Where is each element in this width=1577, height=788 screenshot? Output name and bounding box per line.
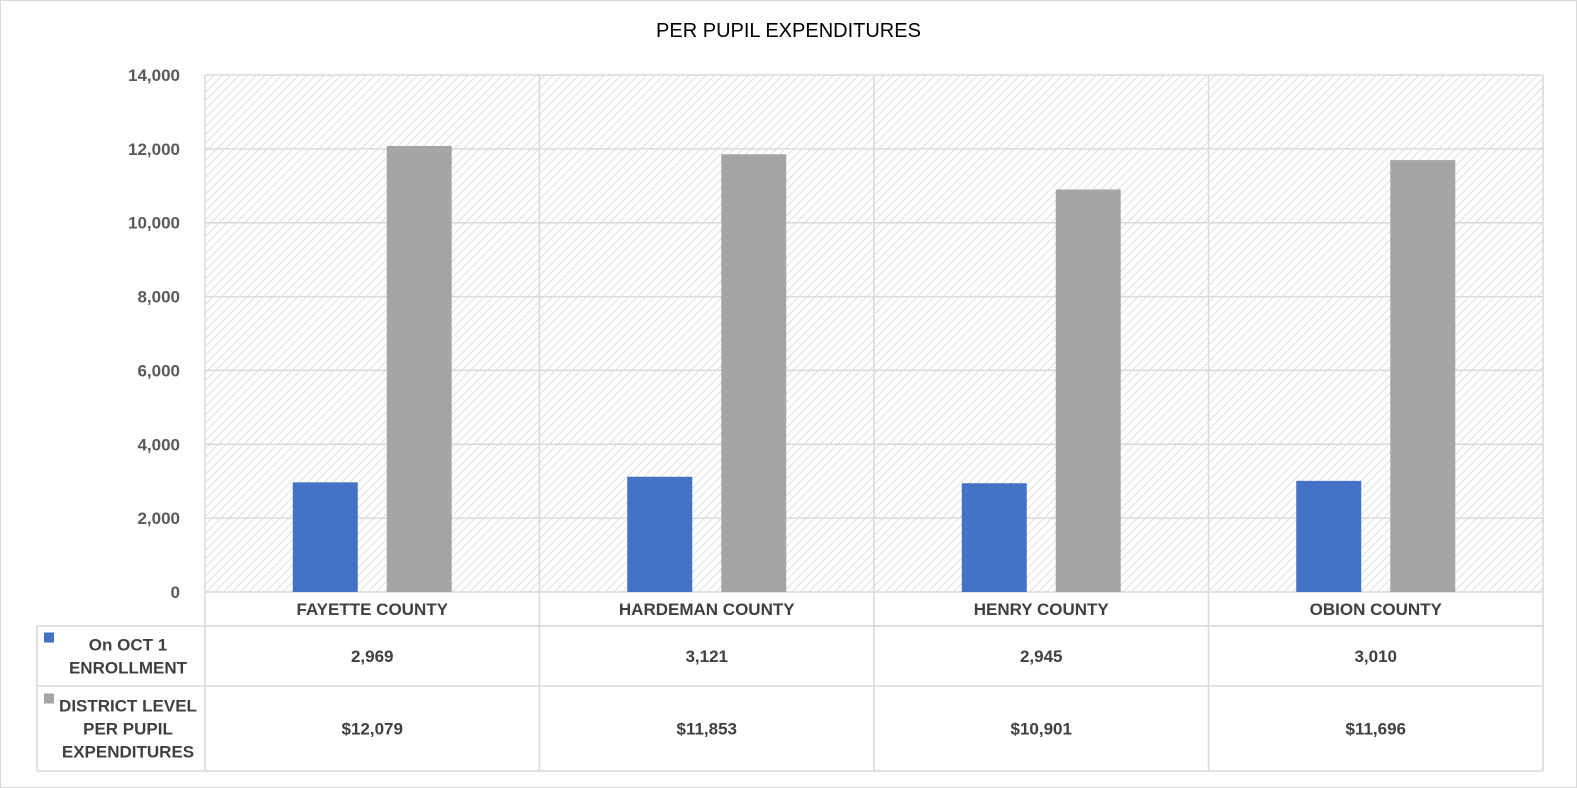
table-cell: 3,010 bbox=[1354, 647, 1397, 666]
y-tick-label: 12,000 bbox=[128, 140, 180, 159]
y-tick-label: 6,000 bbox=[137, 361, 180, 380]
legend-label: ENROLLMENT bbox=[69, 659, 188, 678]
y-tick-label: 10,000 bbox=[128, 214, 180, 233]
y-tick-label: 4,000 bbox=[137, 435, 180, 454]
legend-label: PER PUPIL bbox=[83, 720, 173, 739]
y-tick-label: 0 bbox=[171, 583, 180, 602]
legend-label: On OCT 1 bbox=[89, 636, 167, 655]
table-cell: $11,853 bbox=[676, 720, 737, 739]
table-cell: $10,901 bbox=[1011, 720, 1072, 739]
table-cell: $12,079 bbox=[342, 720, 403, 739]
bar bbox=[1055, 189, 1121, 592]
legend-swatch bbox=[44, 632, 54, 643]
table-cell: $11,696 bbox=[1345, 720, 1406, 739]
legend-swatch bbox=[44, 693, 54, 704]
y-tick-label: 8,000 bbox=[137, 288, 180, 307]
chart-title: PER PUPIL EXPENDITURES bbox=[656, 20, 921, 42]
bar bbox=[961, 483, 1027, 592]
bar bbox=[1390, 160, 1456, 592]
y-tick-label: 2,000 bbox=[137, 509, 180, 528]
table-cell: 3,121 bbox=[685, 647, 728, 666]
category-label: HENRY COUNTY bbox=[974, 600, 1110, 619]
bar bbox=[292, 482, 358, 592]
legend-label: EXPENDITURES bbox=[62, 743, 194, 762]
bar bbox=[627, 476, 693, 592]
table-cell: 2,969 bbox=[351, 647, 394, 666]
bar bbox=[1296, 480, 1362, 592]
bar bbox=[386, 145, 452, 592]
category-label: HARDEMAN COUNTY bbox=[619, 600, 795, 619]
bar bbox=[721, 154, 787, 592]
legend-label: DISTRICT LEVEL bbox=[59, 697, 197, 716]
category-label: OBION COUNTY bbox=[1310, 600, 1443, 619]
category-label: FAYETTE COUNTY bbox=[297, 600, 449, 619]
table-cell: 2,945 bbox=[1020, 647, 1063, 666]
y-tick-label: 14,000 bbox=[128, 66, 180, 85]
